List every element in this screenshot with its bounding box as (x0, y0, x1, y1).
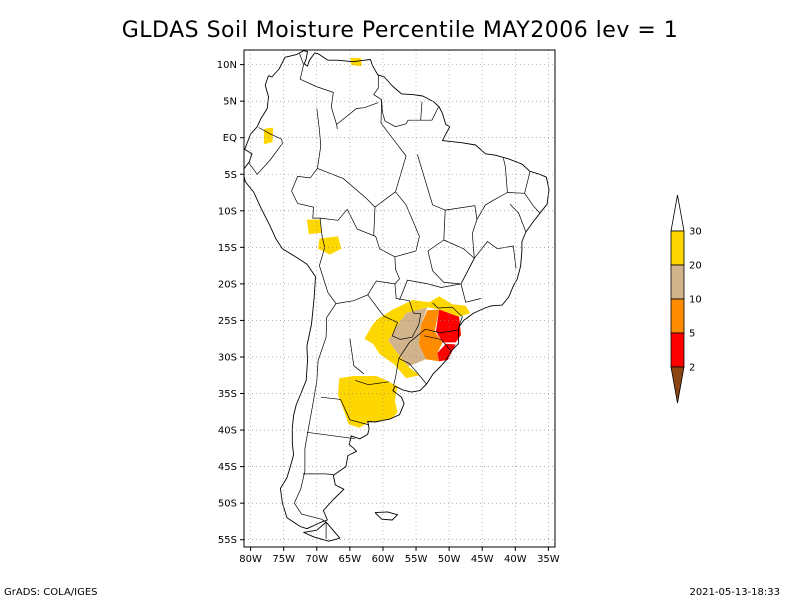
political-border (405, 101, 423, 124)
lat-tick-label: 20S (218, 279, 237, 290)
political-border (317, 168, 376, 208)
lat-tick-label: 10S (218, 206, 237, 217)
political-border (423, 335, 452, 352)
political-border (432, 302, 463, 328)
region-venezuela-coast-20-30 (350, 58, 362, 67)
political-border (373, 74, 407, 128)
lat-tick-label: 40S (218, 426, 237, 437)
political-border (425, 328, 459, 334)
colorbar: 2 5 10 20 30 (670, 194, 702, 404)
political-border (320, 396, 370, 426)
plot-frame (243, 49, 556, 548)
lat-tick-label: 25S (218, 316, 237, 327)
footer-timestamp: 2021-05-13-18:33 (689, 587, 780, 598)
political-border (367, 283, 422, 340)
longitude-axis: 80W 75W 70W 65W 60W 55W 50W 45W 40W 35W (239, 547, 560, 565)
colorbar-bottom-arrow (670, 366, 685, 404)
region-northeast-argentina-10-20 (388, 307, 428, 367)
lat-tick-label: 5N (223, 97, 237, 108)
political-border (445, 205, 478, 259)
colorbar-tick-label: 10 (689, 295, 702, 306)
political-border (373, 191, 396, 236)
lon-tick-label: 45W (471, 554, 494, 565)
political-border (291, 168, 326, 266)
political-border (524, 193, 541, 214)
lon-tick-label: 35W (537, 554, 560, 565)
political-border (399, 279, 481, 303)
falklands-coastline (374, 511, 398, 521)
lon-tick-label: 60W (372, 554, 395, 565)
lon-tick-label: 70W (305, 554, 328, 565)
colorbar-box (670, 264, 685, 300)
lon-tick-label: 40W (504, 554, 527, 565)
lat-tick-label: 10N (217, 60, 237, 71)
political-border (427, 239, 475, 285)
continent-coastline (244, 50, 550, 530)
lon-tick-label: 80W (239, 554, 262, 565)
region-parana-belt-5-10 (418, 309, 443, 362)
lon-tick-label: 55W (405, 554, 428, 565)
region-peru-patch-20-30 (306, 219, 322, 235)
lat-tick-label: 15S (218, 243, 237, 254)
lat-tick-label: 45S (218, 462, 237, 473)
political-border (248, 144, 282, 175)
colorbar-tick-label: 20 (689, 261, 702, 272)
region-pampas-fringe-20-30 (338, 376, 398, 428)
political-border (417, 154, 446, 241)
colorbar-tick-label: 5 (689, 329, 695, 340)
political-border (302, 473, 334, 475)
political-border (476, 192, 508, 220)
region-northeast-argentina-fringe-20-30 (364, 296, 471, 379)
political-border (503, 158, 508, 193)
coastline-layer (244, 50, 550, 542)
colorbar-box (670, 298, 685, 334)
colorbar-box (670, 332, 685, 368)
region-colombia-patch-20-30 (263, 127, 274, 145)
chart-title: GLDAS Soil Moisture Percentile MAY2006 l… (121, 18, 679, 43)
political-border (509, 203, 527, 233)
colorbar-tick-label: 30 (689, 227, 702, 238)
lat-tick-label: 30S (218, 352, 237, 363)
political-border (507, 172, 531, 194)
political-border (420, 106, 439, 121)
political-border (293, 303, 337, 523)
tierra-del-fuego-coastline (303, 521, 341, 542)
political-border (299, 53, 338, 129)
region-southern-brazil-2-5 (437, 343, 456, 362)
political-border (394, 191, 420, 258)
lat-tick-label: EQ (223, 133, 237, 144)
colorbar-top-arrow (670, 194, 685, 232)
lon-tick-label: 65W (339, 554, 362, 565)
political-border (319, 209, 400, 304)
political-border (460, 241, 517, 285)
lon-tick-label: 75W (272, 554, 295, 565)
political-border (349, 338, 365, 375)
lat-tick-label: 5S (224, 170, 237, 181)
region-southern-brazil-2-5 (435, 309, 461, 343)
lat-tick-label: 50S (218, 499, 237, 510)
region-bolivia-patch-20-30 (318, 236, 342, 255)
lat-tick-label: 35S (218, 389, 237, 400)
lon-tick-label: 50W (438, 554, 461, 565)
latitude-axis: 10N 5N EQ 5S 10S 15S 20S 25S 30S 35S 40S 45S 50S 55S (217, 60, 244, 546)
political-border (320, 209, 348, 221)
political-border (306, 431, 356, 440)
political-border (380, 99, 407, 192)
footer-credit: GrADS: COLA/IGES (4, 587, 98, 598)
political-border (336, 102, 379, 125)
political-border (316, 108, 322, 169)
lat-tick-label: 55S (218, 535, 237, 546)
colorbar-box (670, 230, 685, 266)
political-border (355, 380, 389, 386)
political-border (398, 358, 427, 385)
political-border (258, 127, 283, 145)
colorbar-tick-label: 2 (689, 363, 695, 374)
grid-lines (244, 50, 555, 547)
